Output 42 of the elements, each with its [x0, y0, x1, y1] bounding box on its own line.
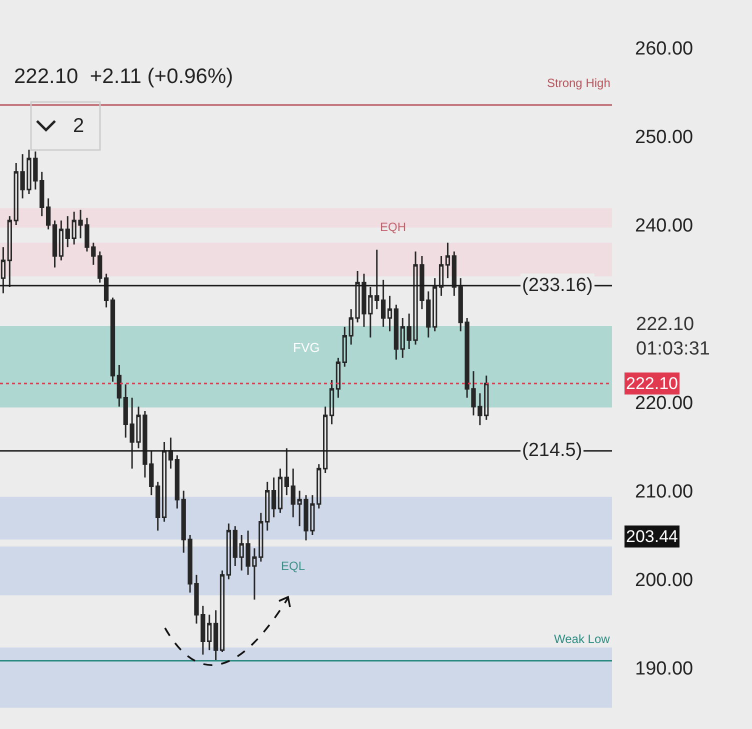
candlestick	[213, 610, 218, 662]
candlestick	[46, 198, 51, 230]
candlestick	[394, 304, 399, 360]
annotation: EQL	[281, 559, 306, 573]
annotation: 222.10 +2.11 (+0.96%)	[14, 65, 234, 88]
text: 222.10 01:03:31	[636, 314, 710, 360]
candlestick	[58, 220, 64, 262]
text: 203.44	[626, 527, 678, 546]
candlestick	[336, 357, 341, 398]
candlestick	[232, 525, 238, 567]
candlestick	[342, 326, 347, 368]
ref-line-label: (233.16)	[522, 275, 593, 296]
y-tick-label: 250.00	[635, 127, 694, 148]
ref-line-label: Strong High	[547, 76, 610, 90]
y-tick-label: 200.00	[635, 570, 694, 591]
annotation: EQH	[380, 220, 406, 234]
candlestick	[387, 295, 392, 332]
candlestick	[156, 481, 160, 532]
y-tick-label: 190.00	[635, 658, 694, 680]
candlestick	[220, 570, 225, 653]
ref-line-label: 222.10	[626, 374, 678, 393]
candlestick	[110, 296, 116, 383]
candlestick	[400, 317, 405, 359]
candlestick	[265, 481, 270, 532]
y-tick-label: 260.00	[635, 38, 694, 60]
candlestick	[329, 379, 334, 426]
annotation: 2	[73, 115, 84, 137]
candlestick	[52, 220, 58, 268]
candlestick	[65, 215, 70, 248]
candlestick	[174, 454, 180, 510]
candlestick	[116, 364, 122, 408]
candlestick	[278, 468, 283, 514]
ref-line-label: Weak Low	[554, 632, 610, 646]
ref-line-label: (214.5)	[522, 440, 582, 461]
candlestick	[226, 522, 232, 580]
candlestick	[271, 476, 276, 518]
y-tick-label: 220.00	[635, 392, 694, 414]
band-label: FVG	[293, 340, 320, 355]
candlestick	[445, 242, 450, 279]
y-tick-label: 210.00	[635, 481, 694, 502]
y-tick-label: 240.00	[635, 216, 694, 237]
candlestick	[98, 250, 102, 284]
